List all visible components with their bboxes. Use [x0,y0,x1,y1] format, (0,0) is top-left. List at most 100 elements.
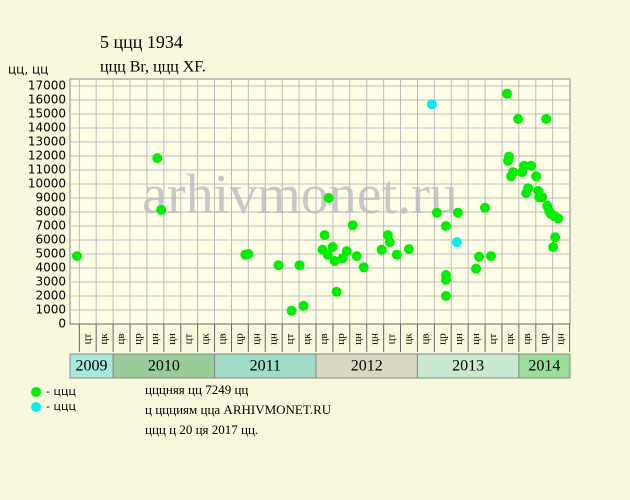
y-tick-label: 12000 [28,149,66,163]
point [322,249,333,260]
month-label: цр [335,333,347,345]
point [519,160,530,171]
y-tick-label: 6000 [35,233,66,247]
point [451,237,462,248]
month-label: цн [250,333,262,345]
year-label: 2012 [351,358,383,375]
point [548,242,559,252]
year-label: 2014 [528,358,560,375]
point [523,183,534,194]
month-label: цт [386,333,398,344]
month-label: цв [419,333,431,344]
y-tick-label: 4000 [35,261,66,275]
legend-label: - ццц [46,400,76,413]
month-label: цк [98,333,110,345]
point [351,251,362,262]
point [526,160,537,171]
month-label: цв [115,333,127,344]
month-label: цн [453,333,465,345]
point [71,251,82,262]
point [479,202,490,213]
footer-line: ц ццциям цца ARHIVMONET.RU [145,402,332,417]
year-label: 2013 [452,358,484,375]
month-label: цк [200,333,212,345]
footer-line: ццц ц 20 ця 2017 цц. [145,422,258,437]
plot-area [69,78,571,325]
year-label: 2011 [250,358,281,375]
legend-label: - ццц [46,385,76,398]
point [152,153,163,164]
point [331,286,342,297]
y-tick-label: 3000 [35,275,66,289]
month-label: цн [555,333,567,345]
point [294,260,305,271]
y-tick-label: 16000 [28,93,66,107]
year-band [416,353,520,379]
point [341,246,352,257]
month-label: цв [521,333,533,344]
year-label: 2010 [148,358,180,375]
chart-subtitle: ццц Br, ццц XF. [100,59,206,76]
point [298,300,309,311]
point [485,251,496,262]
watermark: arhivmonet.ru [142,164,458,226]
month-label: цн [369,333,381,345]
y-tick-label: 17000 [28,79,66,93]
y-tick-label: 5000 [35,247,66,261]
month-label: цр [538,333,550,345]
month-label: цн [352,333,364,345]
y-axis-label: цц, цц [8,63,48,77]
month-label: цр [132,333,144,345]
point [319,230,330,241]
point [502,88,513,99]
point [243,249,254,259]
y-tick-label: 10000 [28,177,66,191]
y-tick-label: 0 [58,317,66,331]
point [273,260,284,271]
y-tick-label: 13000 [28,135,66,149]
chart-title: 5 ццц 1934 [100,32,183,52]
y-tick-label: 1000 [35,303,66,317]
month-label: цн [149,333,161,345]
y-tick-label: 15000 [28,107,66,121]
year-band [112,353,216,379]
point [156,204,167,215]
footer-line: цццняя цц 7249 цц [145,382,248,397]
point [384,237,395,248]
point [541,113,552,124]
month-label: цр [233,333,245,345]
point [452,207,463,218]
point [323,193,334,203]
y-tick-label: 2000 [35,289,66,303]
point [440,221,451,231]
point [474,251,485,262]
point [440,291,451,301]
year-band [315,353,418,379]
point [358,262,369,273]
year-band [69,353,114,379]
month-label: цн [166,333,178,345]
point [431,207,442,218]
month-label: цт [487,333,499,344]
point [553,213,564,224]
point [440,274,451,285]
point [550,232,561,243]
y-tick-label: 11000 [28,163,66,177]
legend-marker [31,387,41,397]
year-label: 2009 [76,358,108,375]
point [513,113,524,124]
y-tick-label: 7000 [35,219,66,233]
y-tick-label: 9000 [35,191,66,205]
month-label: цк [402,333,414,345]
month-label: цк [301,333,313,345]
point [391,249,402,260]
point [286,305,297,316]
point [537,192,548,203]
point [504,151,515,162]
point [531,171,542,182]
point [327,242,338,252]
month-label: цт [183,333,195,344]
y-tick-label: 14000 [28,121,66,135]
month-label: цв [318,333,330,344]
